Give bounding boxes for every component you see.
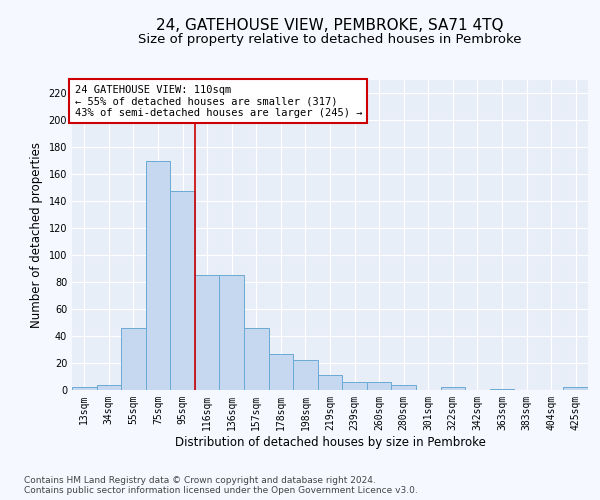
Bar [391,384,416,390]
Bar [269,354,293,390]
Bar [97,384,121,390]
Bar [146,161,170,390]
Bar [318,375,342,390]
Bar [220,276,244,390]
Text: 24, GATEHOUSE VIEW, PEMBROKE, SA71 4TQ: 24, GATEHOUSE VIEW, PEMBROKE, SA71 4TQ [156,18,504,32]
Bar [293,360,318,390]
Bar [244,328,269,390]
Bar [170,190,195,390]
Text: 24 GATEHOUSE VIEW: 110sqm
← 55% of detached houses are smaller (317)
43% of semi: 24 GATEHOUSE VIEW: 110sqm ← 55% of detac… [74,84,362,118]
Y-axis label: Number of detached properties: Number of detached properties [30,142,43,328]
Bar [440,388,465,390]
Bar [72,388,97,390]
Text: Size of property relative to detached houses in Pembroke: Size of property relative to detached ho… [138,32,522,46]
Bar [195,276,220,390]
X-axis label: Distribution of detached houses by size in Pembroke: Distribution of detached houses by size … [175,436,485,448]
Bar [367,382,391,390]
Bar [490,388,514,390]
Bar [121,328,146,390]
Bar [342,382,367,390]
Bar [563,388,588,390]
Text: Contains HM Land Registry data © Crown copyright and database right 2024.
Contai: Contains HM Land Registry data © Crown c… [24,476,418,495]
